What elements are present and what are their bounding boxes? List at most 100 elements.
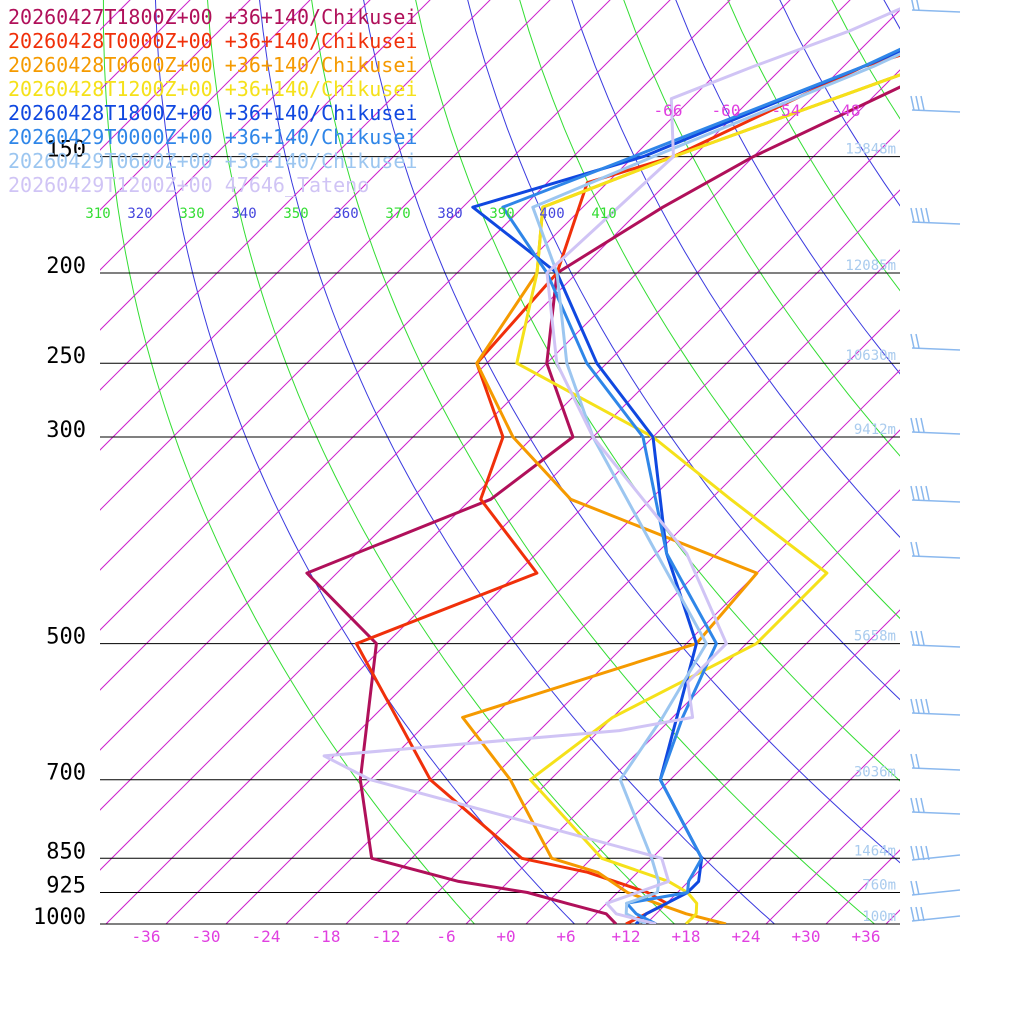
wind-barb-feather (915, 95, 920, 111)
wind-barb-feather (916, 0, 920, 11)
legend-entry: 20260428T0600Z+00 +36+140/Chikusei (8, 53, 417, 77)
dry-adiabat (154, 0, 575, 924)
temperature-tick-label: +36 (852, 927, 881, 946)
upper-isotherm-label: -60 (712, 101, 741, 120)
wind-barb-feather (920, 698, 925, 714)
theta-label: 350 (283, 206, 308, 222)
wind-barb (911, 109, 961, 113)
height-label: 12085m (845, 258, 896, 274)
pressure-label: 200 (46, 254, 86, 279)
dry-adiabat (519, 0, 900, 620)
temperature-tick-label: +6 (556, 927, 575, 946)
dry-adiabat (836, 0, 1024, 924)
wind-barb-feather (925, 485, 930, 501)
dry-adiabat (1015, 0, 1024, 924)
pressure-label: 700 (46, 761, 86, 786)
pressure-label: 150 (46, 138, 86, 163)
series-line (501, 47, 900, 924)
legend-entry: 20260428T1200Z+00 +36+140/Chikusei (8, 77, 417, 101)
wind-barb (911, 555, 961, 559)
wind-barbs (910, 0, 961, 922)
temperature-tick-label: -6 (436, 927, 455, 946)
wind-barb (911, 431, 961, 435)
wind-barb (911, 221, 961, 225)
theta-label: 390 (489, 206, 514, 222)
temperature-tick-label: +0 (496, 927, 515, 946)
wind-barb-feather (915, 417, 920, 433)
dry-adiabat (311, 0, 875, 924)
wind-barb-feather (910, 797, 915, 813)
wind-barb (911, 499, 961, 503)
theta-label: 370 (385, 206, 410, 222)
axis-labels: 1001502002503005007008509251000-36-30-24… (33, 101, 896, 946)
wind-barb-feather (915, 541, 920, 557)
temperature-tick-label: +18 (672, 927, 701, 946)
isotherm (285, 309, 900, 924)
upper-isotherm-label: -66 (654, 101, 683, 120)
wind-barb-feather (911, 0, 915, 11)
theta-label: 360 (333, 206, 358, 222)
wind-barb-feather (915, 630, 920, 646)
wind-barb (911, 644, 961, 648)
dry-adiabat (415, 0, 900, 782)
height-label: 10630m (845, 348, 896, 364)
theta-label: 400 (539, 206, 564, 222)
series-line (531, 52, 900, 924)
isotherm (705, 729, 900, 924)
wind-barb-feather (910, 845, 915, 861)
temperature-tick-label: -24 (252, 927, 281, 946)
wind-barb-feather (920, 797, 925, 813)
height-label: 1464m (854, 843, 896, 859)
dry-adiabat (925, 0, 1024, 924)
temperature-tick-label: -36 (132, 927, 161, 946)
wind-barb (911, 347, 961, 351)
pressure-label: 1000 (33, 905, 86, 930)
wind-barb-feather (910, 541, 915, 557)
series-line (305, 85, 900, 924)
dry-adiabat (779, 0, 900, 207)
wind-barb-feather (920, 95, 925, 111)
pressure-level-lines (100, 156, 900, 925)
theta-label: 320 (127, 206, 152, 222)
wind-barb-feather (925, 207, 930, 223)
temperature-tick-label: +24 (732, 927, 761, 946)
dry-adiabat (363, 0, 900, 864)
wind-barb-feather (915, 333, 920, 349)
wind-barb-feather (925, 698, 930, 714)
legend-entry: 20260429T0000Z+00 +36+140/Chikusei (8, 125, 417, 149)
isotherm (465, 489, 900, 924)
height-label: 9412m (854, 422, 896, 438)
pressure-label: 250 (46, 344, 86, 369)
legend-entry: 20260429T1200Z+00 47646_Tateno (8, 173, 369, 197)
legend: 20260427T1800Z+00 +36+140/Chikusei202604… (8, 5, 417, 197)
wind-barb (911, 767, 961, 771)
wind-barb-feather (920, 207, 925, 223)
dry-adiabat (675, 0, 900, 375)
temperature-tick-label: -30 (192, 927, 221, 946)
legend-entry: 20260429T0600Z+00 +36+140/Chikusei (8, 149, 417, 173)
isotherm (645, 669, 900, 924)
theta-label: 310 (85, 206, 110, 222)
dry-adiabat (467, 0, 900, 701)
isotherm (585, 609, 900, 924)
wind-barb-feather (910, 698, 915, 714)
height-label: 760m (862, 878, 896, 894)
dry-adiabat (880, 0, 1024, 924)
wind-barb (911, 712, 961, 716)
wind-barb-feather (910, 906, 915, 922)
height-label: 13848m (845, 142, 896, 158)
theta-label: 340 (231, 206, 256, 222)
temperature-profiles (305, 7, 900, 924)
wind-barb-feather (910, 753, 915, 769)
wind-barb-feather (910, 880, 915, 896)
wind-barb-feather (910, 630, 915, 646)
wind-barb-feather (910, 417, 915, 433)
isotherm (345, 369, 900, 924)
wind-barb-feather (920, 417, 925, 433)
height-label: 3036m (854, 765, 896, 781)
wind-barb-feather (915, 880, 920, 896)
temperature-tick-label: -18 (312, 927, 341, 946)
isotherm (885, 909, 900, 924)
wind-barb (911, 9, 961, 13)
